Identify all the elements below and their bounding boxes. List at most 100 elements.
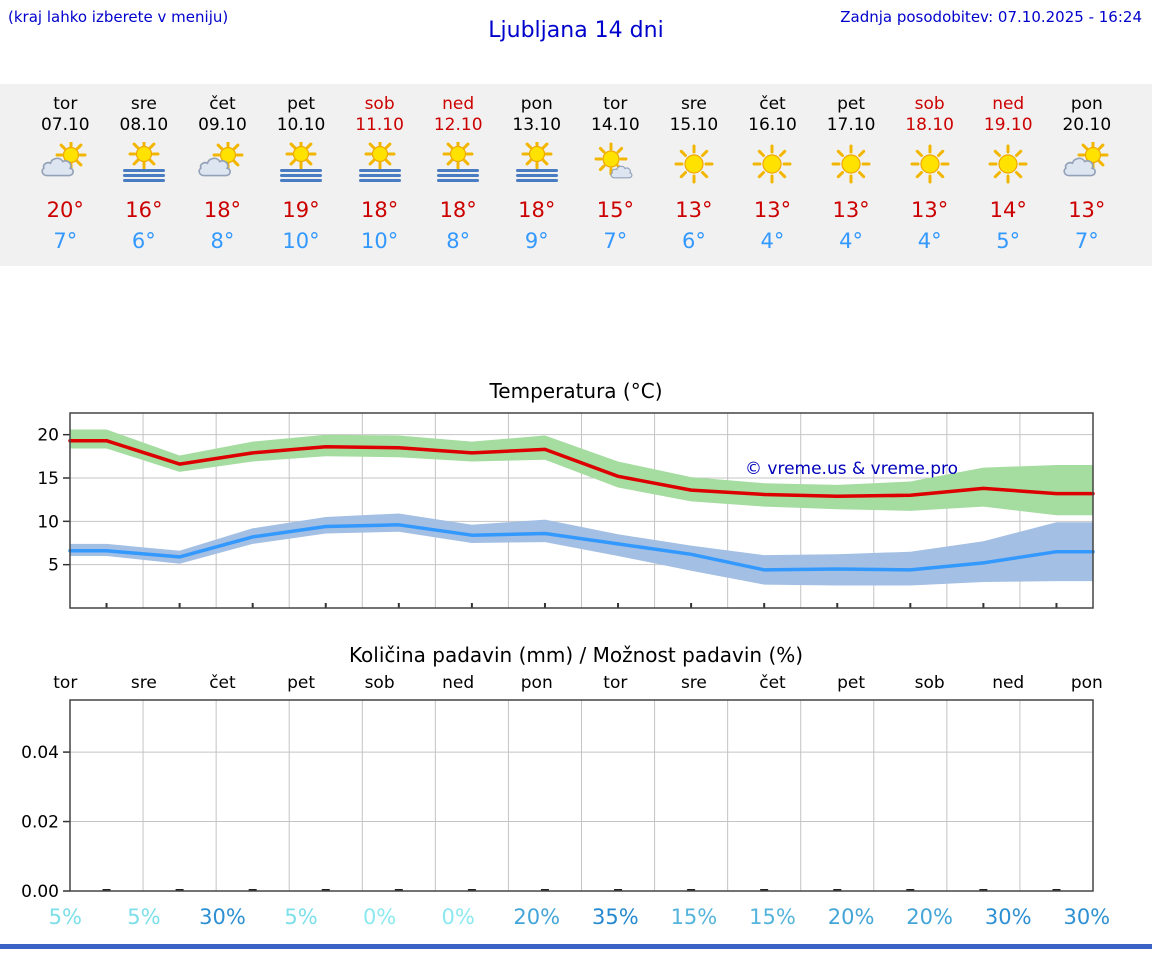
weather-page: (kraj lahko izberete v meniju) Ljubljana… (0, 8, 1152, 949)
weather-icon-wrap (576, 142, 655, 186)
last-update-label: Zadnja posodobitev: 07.10.2025 - 16:24 (840, 8, 1142, 26)
sunny-icon (988, 144, 1028, 184)
precip-bar (467, 889, 476, 891)
copyright-text: © vreme.us & vreme.pro (745, 459, 958, 479)
forecast-day-column: sob 11.10 18° 10° (340, 94, 419, 254)
forecast-day-column: pet 10.10 19° 10° (262, 94, 341, 254)
temp-ytick-label: 10 (37, 512, 59, 532)
day-name: pon (520, 94, 553, 114)
precip-day-label: pet (837, 673, 866, 693)
day-date: 17.10 (826, 115, 876, 135)
precip-day-label: sre (680, 673, 707, 693)
precip-ytick-label: 0.00 (21, 882, 59, 898)
day-name: sre (680, 94, 707, 114)
forecast-day-column: ned 19.10 14° 5° (969, 94, 1048, 254)
weather-icon-wrap (655, 142, 734, 186)
day-name: sob (364, 94, 395, 114)
temp-max: 14° (989, 198, 1027, 222)
precip-day-label: tor (53, 673, 78, 693)
day-date: 14.10 (591, 115, 640, 135)
precip-probability-label: 5% (127, 905, 161, 929)
temp-min: 6° (131, 229, 156, 253)
day-date: 12.10 (433, 115, 483, 135)
precip-probability-label: 0% (362, 905, 397, 929)
day-name: čet (759, 94, 786, 114)
precip-bar (394, 889, 403, 891)
precip-day-label: sob (364, 673, 395, 693)
precip-bar (1052, 889, 1061, 891)
precip-ytick-label: 0.02 (21, 813, 59, 833)
weather-icon-wrap (497, 138, 576, 186)
day-date: 19.10 (983, 115, 1033, 135)
precipitation-chart-block: Količina padavin (mm) / Možnost padavin … (0, 642, 1152, 930)
day-name: pet (837, 94, 866, 114)
precip-day-label: ned (442, 673, 475, 693)
temp-max: 13° (1068, 198, 1106, 222)
precip-probability-label: 20% (827, 905, 875, 929)
precip-probability-label: 5% (48, 905, 82, 929)
day-name: sob (914, 94, 945, 114)
weather-icon-wrap (890, 142, 969, 186)
weather-icon-wrap (26, 139, 105, 186)
sunny-icon (910, 144, 950, 184)
precip-probability-label: 15% (749, 905, 796, 929)
temp-ytick-label: 20 (37, 426, 59, 446)
precip-chart-title: Količina padavin (mm) / Možnost padavin … (348, 643, 804, 667)
precip-day-label: tor (603, 673, 628, 693)
weather-icon-wrap (183, 139, 262, 186)
temp-min: 7° (53, 229, 78, 253)
precip-day-label: ned (992, 673, 1025, 693)
temp-max: 13° (832, 198, 870, 222)
precip-bar (614, 889, 623, 891)
day-name: pon (1070, 94, 1103, 114)
temp-min: 9° (524, 229, 549, 253)
temp-max: 15° (596, 198, 634, 222)
temp-ytick-label: 15 (37, 469, 59, 489)
precip-bar (175, 889, 184, 891)
temp-max: 20° (46, 198, 84, 222)
temp-min: 6° (681, 229, 706, 253)
sunny-icon (831, 144, 871, 184)
precip-probability-label: 30% (1063, 905, 1111, 929)
precip-day-labels-row: tor sre čet pet sob ned pon tor sre čet pet sob ned p… (0, 672, 1152, 694)
precip-day-label: čet (209, 673, 236, 693)
forecast-day-column: sre 08.10 16° 6° (105, 94, 184, 254)
day-date: 20.10 (1062, 115, 1112, 135)
sun-cloud-icon (41, 139, 87, 177)
sun-cloud-icon (1063, 139, 1109, 177)
temp-max: 18° (439, 198, 477, 222)
temp-min: 10° (360, 229, 399, 253)
temp-min: 10° (282, 229, 320, 253)
day-date: 13.10 (512, 115, 562, 135)
location-menu-hint: (kraj lahko izberete v meniju) (8, 8, 229, 26)
precip-probability-label: 30% (984, 905, 1032, 929)
forecast-day-column: tor 07.10 20° 7° (26, 94, 105, 254)
day-date: 16.10 (748, 115, 797, 135)
precip-probability-label: 30% (199, 905, 246, 929)
day-date: 07.10 (40, 115, 90, 135)
day-date: 08.10 (119, 115, 169, 135)
day-name: tor (53, 94, 78, 114)
forecast-day-column: pon 13.10 18° 9° (497, 94, 576, 254)
day-date: 18.10 (905, 115, 954, 135)
weather-icon-wrap (262, 138, 341, 186)
weather-icon-wrap (812, 142, 891, 186)
sun-fog-icon (437, 138, 480, 182)
day-name: pet (287, 94, 315, 114)
weather-icon-wrap (105, 138, 184, 186)
weather-icon-wrap (419, 138, 498, 186)
precip-day-label: pon (520, 673, 553, 693)
temp-min: 4° (917, 229, 942, 253)
weather-icon-wrap (969, 142, 1048, 186)
day-name: sre (130, 94, 157, 114)
precip-probability-row: 5% 5% 30% 5% 0% 0% 20% 35% 15% 15% 20% 20% 30% 30% (0, 904, 1152, 930)
weather-icon-wrap (733, 142, 812, 186)
precip-bar (321, 889, 330, 891)
sunny-icon (674, 144, 714, 184)
forecast-day-column: pet 17.10 13° 4° (812, 94, 891, 254)
tmax-line (68, 438, 1095, 498)
forecast-day-column: ned 12.10 18° 8° (419, 94, 498, 254)
temp-max: 19° (282, 198, 320, 222)
tmin-line (68, 523, 1095, 572)
precip-bar (248, 889, 257, 891)
